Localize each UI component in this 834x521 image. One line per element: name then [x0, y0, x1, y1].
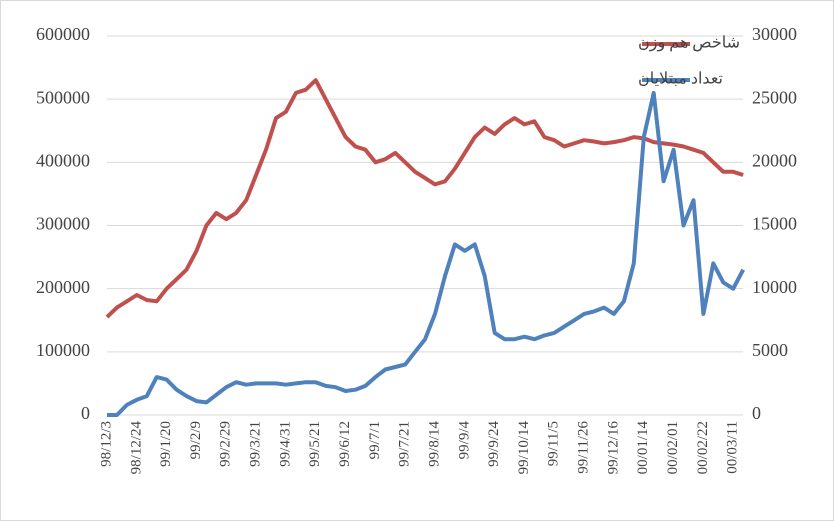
y2-tick-label: 20000: [752, 150, 797, 170]
x-tick-label: 99/7/21: [397, 421, 413, 467]
y-tick-label: 500000: [36, 87, 90, 107]
y2-tick-label: 15000: [752, 214, 797, 234]
x-tick-label: 99/5/21: [307, 421, 323, 467]
y2-tick-label: 10000: [752, 277, 797, 297]
x-tick-label: 99/1/20: [158, 421, 174, 467]
page: 0 100000 200000 300000 400000 500000 600000 0 50…: [0, 0, 834, 521]
y2-tick-label: 0: [752, 403, 761, 423]
y-tick-label: 300000: [36, 214, 90, 234]
x-tick-label: 99/4/31: [277, 421, 293, 467]
x-tick-label: 00/02/01: [665, 421, 681, 474]
y2-tick-label: 30000: [752, 24, 797, 44]
y-tick-label: 600000: [36, 24, 90, 44]
x-tick-label: 00/01/14: [635, 421, 651, 475]
x-tick-label: 99/10/14: [516, 421, 532, 475]
x-tick-label: 98/12/3: [98, 421, 114, 467]
x-tick-label: 99/6/12: [337, 421, 353, 467]
y-tick-label: 200000: [36, 277, 90, 297]
y2-tick-label: 25000: [752, 87, 797, 107]
legend-label: شاخص هم وزن: [638, 35, 740, 52]
x-tick-label: 99/11/26: [576, 421, 592, 474]
x-tick-label: 99/8/14: [426, 421, 442, 467]
x-tick-label: 99/2/9: [188, 421, 204, 459]
x-tick-label: 99/2/29: [218, 421, 234, 467]
x-tick-label: 00/03/11: [725, 421, 741, 474]
y-tick-label: 400000: [36, 150, 90, 170]
chart: 0 100000 200000 300000 400000 500000 600000 0 50…: [0, 0, 834, 521]
x-tick-label: 99/12/16: [605, 421, 621, 475]
legend-label: تعداد مبتلایان: [638, 71, 723, 88]
x-tick-label: 98/12/24: [128, 421, 144, 475]
x-tick-label: 99/11/5: [546, 421, 562, 466]
y2-tick-label: 5000: [752, 340, 788, 360]
x-tick-label: 99/3/21: [248, 421, 264, 467]
y-tick-label: 0: [81, 403, 90, 423]
x-tick-label: 00/02/22: [695, 421, 711, 474]
x-tick-label: 99/9/24: [486, 421, 502, 467]
x-tick-label: 99/9/4: [456, 421, 472, 460]
x-tick-label: 99/7/1: [367, 421, 383, 459]
y-tick-label: 100000: [36, 340, 90, 360]
